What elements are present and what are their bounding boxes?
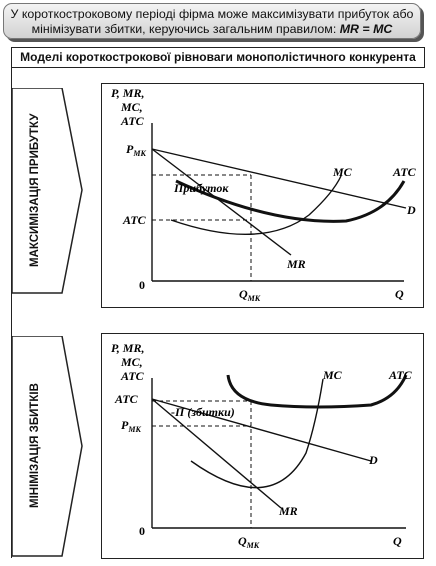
profit-chart: P, MR, MC, ATC PМК ATC 0 Q QМК Прибуток … — [111, 86, 417, 303]
q-axis-label: Q — [395, 287, 404, 301]
loss-panel — [101, 333, 424, 559]
header-line-2-text: мінімізувати збитки, керуючись загальним… — [31, 22, 337, 36]
price-label: PМК — [126, 142, 146, 158]
y-axis-label-2: MC, — [120, 100, 143, 114]
mr-curve — [151, 148, 292, 256]
q-mk-label: QМК — [239, 287, 261, 303]
profit-side-label: МАКСИМІЗАЦІЯ ПРИБУТКУ — [29, 113, 41, 267]
loss-region-label: -П (збитки) — [171, 405, 235, 419]
demand-curve — [151, 148, 407, 209]
mr-curve-label: MR — [286, 257, 306, 271]
mc-curve-label: MC — [322, 368, 343, 382]
mr-curve-label: MR — [278, 504, 298, 518]
y-axis-label-1: P, MR, — [111, 341, 144, 355]
header-rule: MR = MC — [339, 22, 393, 36]
q-axis-label: Q — [393, 534, 402, 548]
loss-side-label: МІНІМІЗАЦІЯ ЗБИТКІВ — [29, 383, 41, 509]
atc-curve-label: ATC — [392, 165, 417, 179]
atc-axis-label: ATC — [114, 392, 139, 406]
mr-curve — [151, 398, 282, 509]
d-curve-label: D — [368, 453, 378, 467]
demand-curve — [151, 398, 372, 462]
atc-curve-label: ATC — [388, 368, 413, 382]
atc-axis-label: ATC — [122, 213, 147, 227]
y-axis-label-1: P, MR, — [111, 86, 144, 100]
mc-curve — [170, 175, 342, 236]
mc-curve — [190, 378, 324, 489]
atc-curve — [175, 179, 406, 223]
rule-header: У короткостроковому періоді фірма може м… — [3, 3, 421, 39]
profit-panel — [101, 83, 424, 308]
header-line-2: мінімізувати збитки, керуючись загальним… — [4, 22, 420, 37]
origin-label: 0 — [139, 278, 145, 292]
y-axis-label-2: MC, — [120, 355, 143, 369]
profit-arrow — [12, 88, 83, 294]
atc-curve — [226, 374, 408, 409]
profit-region-label: Прибуток — [173, 181, 229, 195]
price-label: PМК — [121, 418, 141, 434]
origin-label: 0 — [139, 524, 145, 538]
loss-arrow — [12, 336, 83, 557]
loss-chart: P, MR, MC, ATC ATC PМК 0 Q QМК -П (збитк… — [111, 341, 413, 550]
y-axis-label-3: ATC — [120, 369, 145, 383]
q-mk-label: QМК — [238, 534, 260, 550]
header-line-1: У короткостроковому періоді фірма може м… — [10, 7, 414, 21]
models-title: Моделі короткострокової рівноваги монопо… — [11, 47, 425, 68]
y-axis-label-3: ATC — [120, 114, 145, 128]
mc-curve-label: MC — [332, 165, 353, 179]
d-curve-label: D — [406, 203, 416, 217]
left-bracket — [11, 68, 17, 558]
